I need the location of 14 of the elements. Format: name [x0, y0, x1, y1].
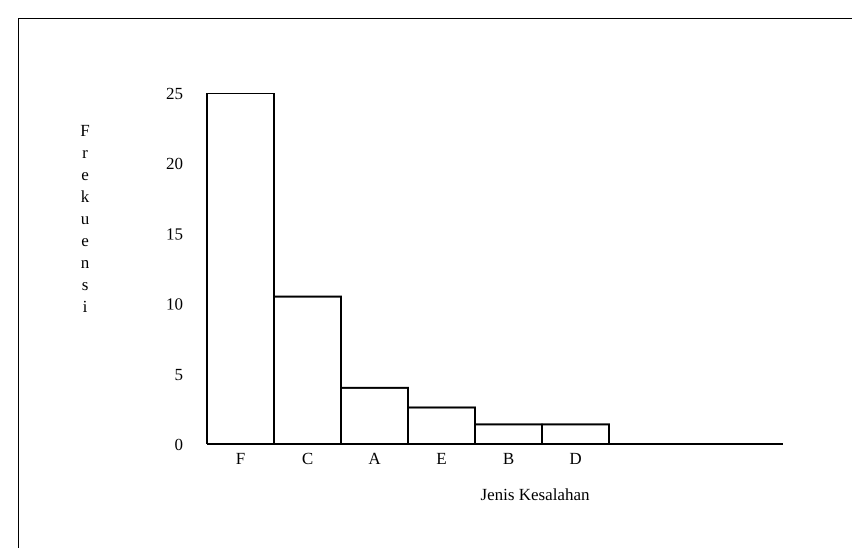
- x-tick-label: E: [436, 449, 447, 468]
- y-tick-label: 0: [174, 435, 183, 454]
- x-tick-label: B: [502, 449, 514, 468]
- y-tick-label: 25: [166, 84, 183, 104]
- y-tick-label: 10: [166, 294, 183, 314]
- x-tick-label: A: [368, 449, 382, 468]
- x-tick-label: D: [569, 449, 582, 468]
- x-tick-label: C: [302, 449, 314, 468]
- y-tick-label: 15: [166, 224, 183, 244]
- y-tick-label: 20: [166, 154, 183, 174]
- y-tick-label: 5: [174, 364, 183, 384]
- text: Frekuensi: [80, 121, 90, 316]
- x-tick-label: F: [236, 449, 246, 468]
- x-axis-title: Jenis Kesalahan: [480, 485, 590, 504]
